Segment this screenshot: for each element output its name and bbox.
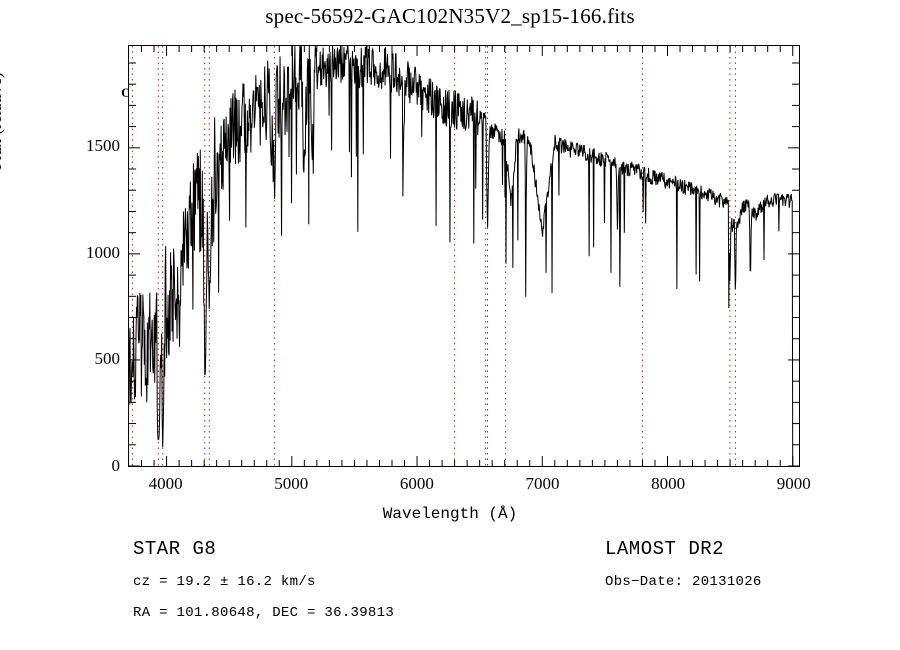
- redshift-value: cz = 19.2 ± 16.2 km/s: [133, 574, 316, 590]
- x-tick-8000: 8000: [651, 474, 686, 493]
- coordinates: RA = 101.80648, DEC = 36.39813: [133, 605, 395, 621]
- plot-area: [129, 46, 799, 466]
- x-tick-5000: 5000: [274, 474, 309, 493]
- y-tick-500: 500: [94, 349, 121, 369]
- y-tick-0: 0: [111, 456, 121, 475]
- y-tick-1500: 1500: [86, 136, 120, 156]
- plot-frame: [128, 45, 800, 467]
- x-tick-7000: 7000: [525, 474, 560, 493]
- page-title: spec-56592-GAC102N35V2_sp15-166.fits: [265, 4, 635, 28]
- x-tick-6000: 6000: [399, 474, 434, 493]
- y-tick-1000: 1000: [86, 242, 120, 262]
- spectral-line-markers: [132, 46, 735, 466]
- flux-trace: [129, 46, 793, 466]
- x-tick-9000: 9000: [776, 474, 811, 493]
- object-class: STAR G8: [133, 538, 217, 560]
- axis-ticks: [129, 46, 799, 466]
- spectrum-plot: [129, 46, 799, 466]
- y-axis-label: Flux (relative): [0, 72, 5, 170]
- x-tick-4000: 4000: [148, 474, 183, 493]
- x-axis-label: Wavelength (Å): [382, 505, 518, 523]
- obs-date: Obs−Date: 20131026: [605, 574, 762, 590]
- survey-name: LAMOST DR2: [605, 538, 725, 560]
